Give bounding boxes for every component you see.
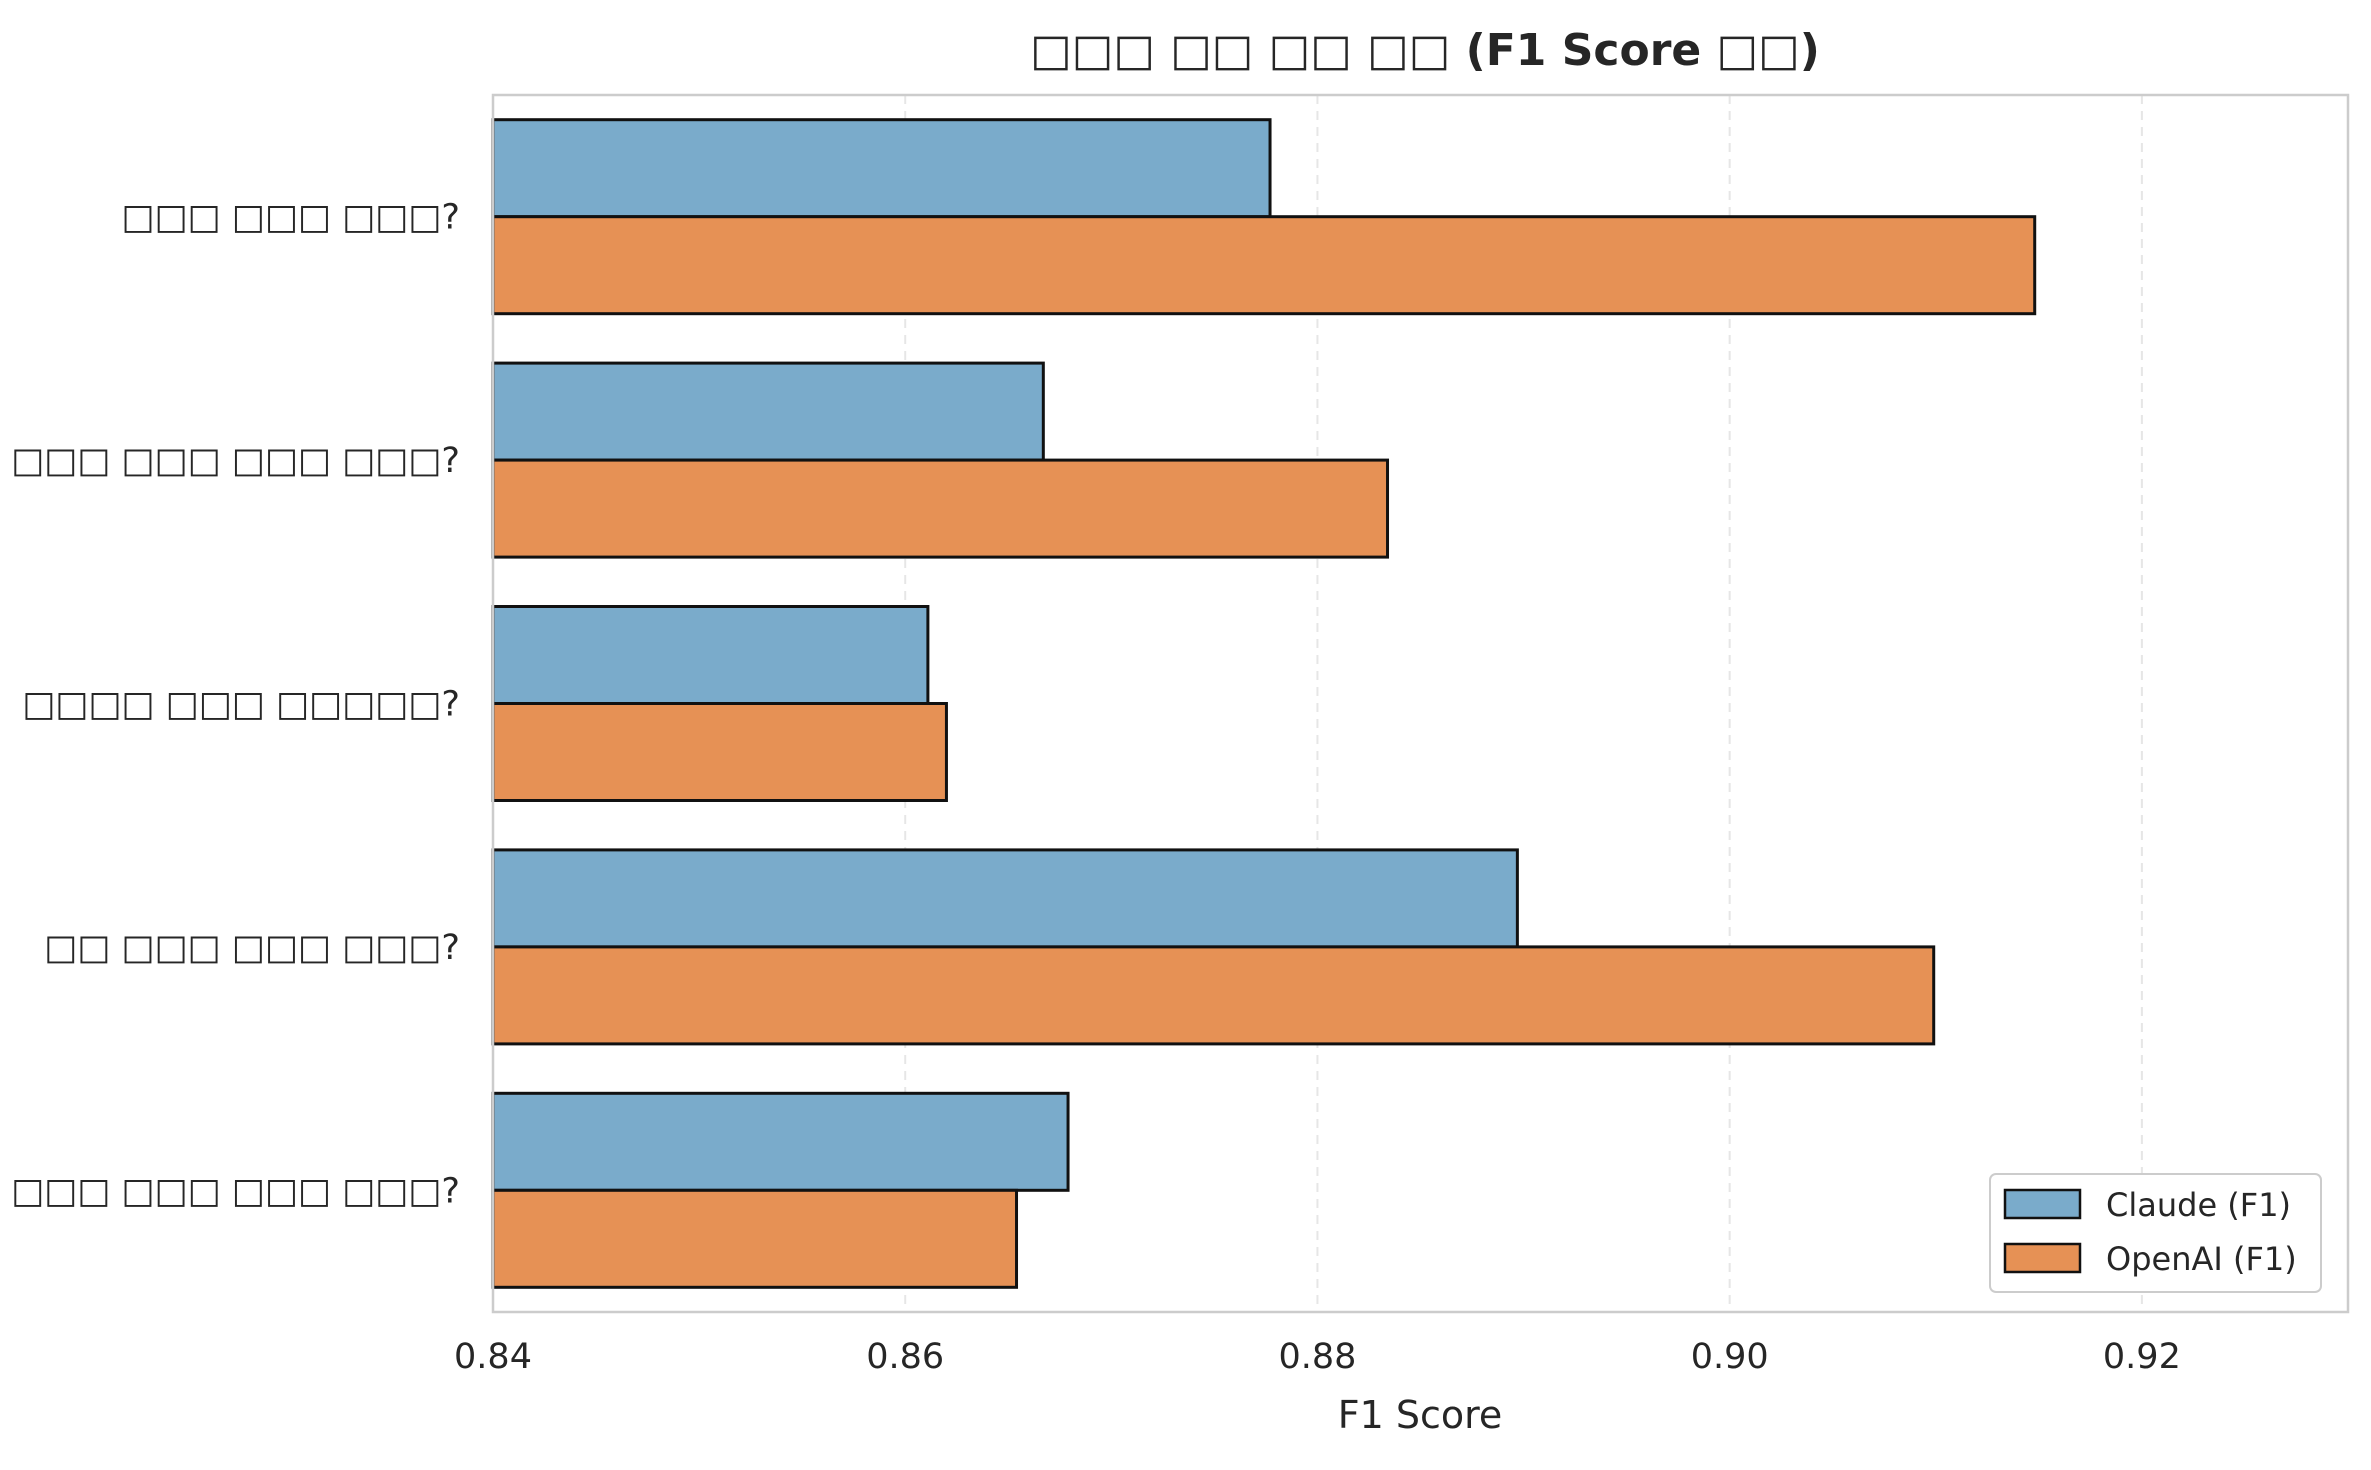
bar-openai — [491, 215, 2037, 316]
category-label: □□□□ □□□ □□□□□? — [22, 685, 460, 725]
legend-label: Claude (F1) — [2106, 1186, 2291, 1224]
chart-title: □□□ □□ □□ □□ (F1 Score □□) — [1030, 25, 1820, 76]
x-tick-label: 0.88 — [1278, 1337, 1356, 1377]
x-tick-label: 0.84 — [454, 1337, 532, 1377]
bar-openai — [491, 945, 1936, 1046]
bar-claude — [491, 118, 1272, 219]
bar-openai — [491, 1188, 1019, 1289]
bars — [491, 118, 2037, 1289]
bar-claude — [491, 361, 1045, 462]
bar-claude — [491, 848, 1519, 949]
bar-claude — [491, 605, 930, 705]
category-label: □□ □□□ □□□ □□□? — [44, 928, 460, 968]
x-tick-label: 0.92 — [2103, 1337, 2181, 1377]
legend-swatch — [2003, 1242, 2082, 1274]
x-axis-label: F1 Score — [1338, 1393, 1503, 1437]
bar-openai — [491, 458, 1390, 559]
y-axis-categories: □□□ □□□ □□□? □□□ □□□ □□□ □□□? □□□□ □□□ □□□… — [11, 198, 460, 1212]
category-label: □□□ □□□ □□□ □□□? — [11, 441, 460, 481]
category-label: □□□ □□□ □□□ □□□? — [11, 1171, 460, 1211]
bar-claude — [491, 1091, 1070, 1192]
x-tick-label: 0.90 — [1691, 1337, 1769, 1377]
x-axis-ticks: 0.84 0.86 0.88 0.90 0.92 — [454, 1337, 2181, 1377]
legend-label: OpenAI (F1) — [2106, 1240, 2297, 1278]
x-tick-label: 0.86 — [866, 1337, 944, 1377]
legend-swatch — [2003, 1188, 2082, 1220]
bar-openai — [491, 702, 948, 802]
plot-frame — [491, 93, 2350, 1314]
legend: Claude (F1) OpenAI (F1) — [1989, 1173, 2322, 1293]
category-label: □□□ □□□ □□□? — [122, 198, 460, 238]
